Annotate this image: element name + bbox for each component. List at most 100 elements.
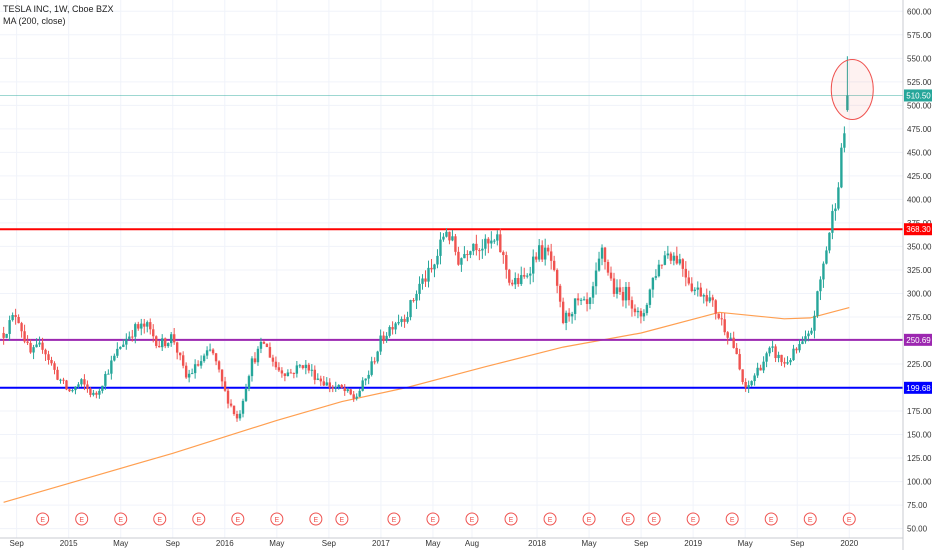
candle-body[interactable] [696, 287, 699, 290]
candle-body[interactable] [388, 327, 391, 336]
candle-body[interactable] [349, 389, 352, 395]
candle-body[interactable] [633, 308, 637, 313]
candle-body[interactable] [415, 293, 418, 301]
earnings-marker[interactable] [309, 512, 323, 526]
candle-body[interactable] [588, 297, 592, 304]
candle-body[interactable] [232, 405, 236, 414]
candle-body[interactable] [181, 355, 185, 366]
candle-body[interactable] [570, 313, 574, 317]
earnings-marker[interactable] [270, 512, 284, 526]
candle-body[interactable] [654, 276, 658, 278]
candle-body[interactable] [762, 361, 765, 371]
candle-body[interactable] [705, 295, 708, 302]
candle-body[interactable] [83, 379, 86, 385]
candle-body[interactable] [265, 343, 269, 348]
candle-body[interactable] [358, 390, 361, 397]
candle-body[interactable] [412, 300, 415, 302]
candle-body[interactable] [149, 322, 152, 330]
candle-body[interactable] [394, 323, 397, 330]
candle-body[interactable] [591, 286, 595, 298]
candle-body[interactable] [558, 285, 562, 302]
candle-body[interactable] [71, 390, 74, 392]
candle-body[interactable] [843, 133, 846, 148]
candle-body[interactable] [651, 277, 655, 290]
candle-body[interactable] [376, 351, 379, 362]
candle-body[interactable] [672, 255, 676, 261]
candle-body[interactable] [223, 381, 227, 391]
candle-body[interactable] [837, 187, 840, 209]
candle-body[interactable] [217, 361, 221, 370]
candle-body[interactable] [627, 286, 631, 301]
candle-body[interactable] [774, 346, 777, 359]
candle-body[interactable] [214, 353, 218, 362]
earnings-marker[interactable] [335, 512, 349, 526]
candle-body[interactable] [448, 231, 451, 241]
candle-body[interactable] [65, 380, 68, 390]
candle-body[interactable] [783, 362, 786, 364]
candle-body[interactable] [813, 315, 816, 331]
candle-body[interactable] [537, 245, 541, 260]
candle-body[interactable] [316, 378, 319, 380]
earnings-marker[interactable] [75, 512, 89, 526]
earnings-marker[interactable] [647, 512, 661, 526]
candle-body[interactable] [53, 363, 56, 370]
candle-body[interactable] [648, 289, 652, 305]
candle-body[interactable] [343, 387, 346, 392]
candle-body[interactable] [95, 392, 98, 395]
candle-body[interactable] [475, 243, 478, 251]
candle-body[interactable] [292, 372, 296, 374]
candle-body[interactable] [250, 358, 254, 377]
candle-body[interactable] [454, 236, 457, 252]
candle-body[interactable] [199, 361, 203, 366]
candle-body[interactable] [101, 385, 104, 391]
candle-body[interactable] [20, 323, 23, 332]
candle-body[interactable] [110, 360, 113, 374]
candle-body[interactable] [307, 364, 311, 371]
candle-body[interactable] [367, 374, 370, 379]
candle-body[interactable] [451, 236, 454, 241]
candle-body[interactable] [77, 384, 80, 387]
candle-body[interactable] [178, 352, 182, 356]
candle-body[interactable] [322, 381, 325, 386]
candle-body[interactable] [543, 247, 547, 260]
candle-body[interactable] [741, 369, 744, 382]
candle-body[interactable] [717, 313, 720, 319]
candle-body[interactable] [361, 380, 364, 391]
candle-body[interactable] [834, 208, 837, 212]
candle-body[interactable] [846, 95, 849, 111]
candle-body[interactable] [555, 269, 559, 286]
candle-body[interactable] [714, 300, 717, 314]
candle-body[interactable] [128, 336, 131, 339]
candle-body[interactable] [678, 259, 682, 264]
candle-body[interactable] [508, 269, 511, 283]
candle-body[interactable] [517, 277, 520, 285]
time-axis[interactable]: Sep 2015 May Sep 2016 May Sep 2017 May Aug 2018 May… [0, 537, 903, 548]
candle-body[interactable] [41, 342, 44, 350]
candle-body[interactable] [92, 392, 95, 395]
candle-body[interactable] [738, 354, 741, 370]
candle-body[interactable] [280, 370, 284, 374]
candle-body[interactable] [241, 400, 245, 414]
candles[interactable] [2, 56, 849, 422]
candle-body[interactable] [729, 337, 732, 339]
candle-body[interactable] [442, 236, 445, 240]
candle-body[interactable] [439, 239, 442, 256]
candle-body[interactable] [816, 291, 819, 316]
candle-body[interactable] [35, 344, 38, 348]
candle-body[interactable] [526, 275, 529, 277]
candle-body[interactable] [274, 361, 278, 368]
candle-body[interactable] [47, 354, 50, 360]
candle-body[interactable] [382, 335, 385, 341]
candle-body[interactable] [298, 365, 302, 367]
candle-body[interactable] [187, 373, 191, 378]
candle-body[interactable] [161, 338, 164, 348]
candle-body[interactable] [208, 349, 212, 351]
earnings-marker[interactable] [686, 512, 700, 526]
candle-body[interactable] [756, 367, 759, 376]
candle-body[interactable] [612, 278, 616, 294]
candle-body[interactable] [352, 394, 355, 399]
candle-body[interactable] [238, 413, 242, 419]
candle-body[interactable] [660, 264, 664, 266]
candle-body[interactable] [499, 234, 502, 253]
